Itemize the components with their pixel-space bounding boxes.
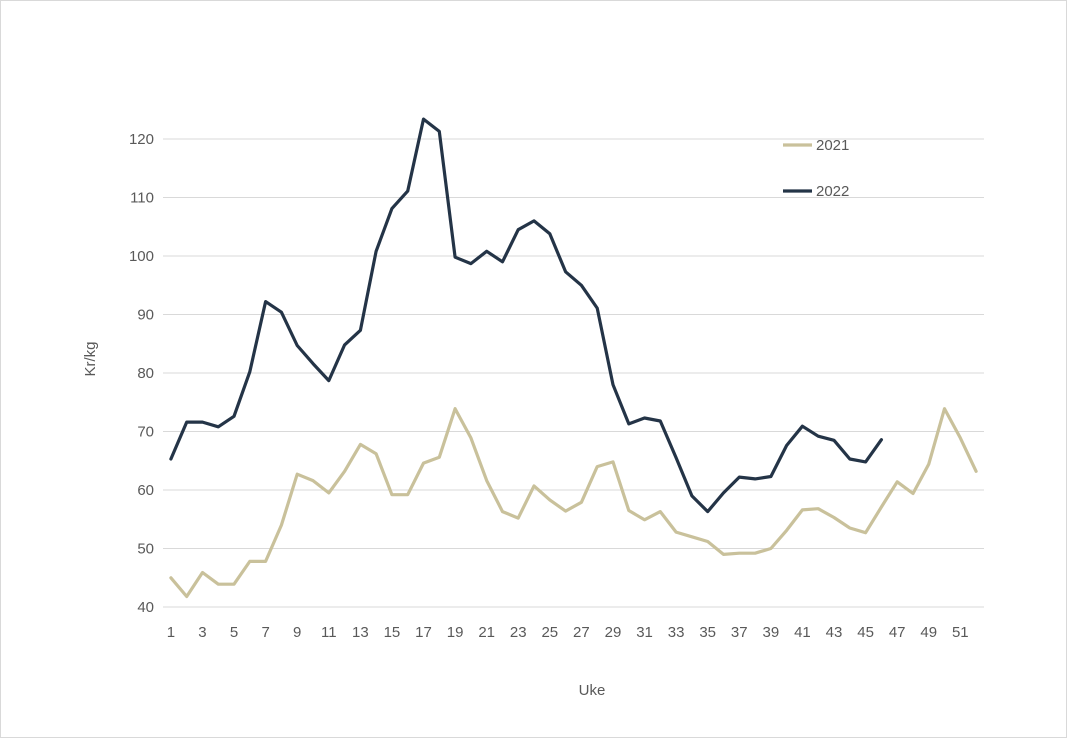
x-tick-label-39: 39 (763, 624, 780, 641)
x-tick-label-11: 11 (321, 624, 337, 641)
x-tick-labels: 1 3 5 7 9 11 13 15 17 19 21 23 25 27 29 31 33 35 37 39 41 43 4… (167, 624, 969, 641)
x-tick-label-19: 19 (447, 624, 464, 641)
x-tick-label-5: 5 (230, 624, 238, 641)
y-tick-labels: 40 50 60 70 80 90 100 110 120 (129, 131, 154, 616)
x-axis-label: Uke (579, 682, 606, 699)
x-tick-label-15: 15 (384, 624, 401, 641)
x-tick-label-17: 17 (415, 624, 432, 641)
x-tick-label-51: 51 (952, 624, 969, 641)
y-axis-label: Kr/kg (82, 341, 99, 376)
x-tick-label-45: 45 (857, 624, 874, 641)
gridlines (163, 138, 984, 608)
x-tick-label-33: 33 (668, 624, 685, 641)
x-tick-label-47: 47 (889, 624, 906, 641)
series-line-2021 (169, 407, 978, 599)
y-tick-label-40: 40 (137, 599, 154, 616)
x-tick-label-13: 13 (352, 624, 369, 641)
legend-label-2022: 2022 (816, 183, 849, 200)
y-tick-label-110: 110 (130, 190, 154, 207)
y-tick-label-100: 100 (129, 248, 154, 265)
x-tick-label-49: 49 (920, 624, 937, 641)
y-tick-label-80: 80 (137, 365, 154, 382)
x-tick-label-25: 25 (541, 624, 558, 641)
series-lines (169, 117, 978, 599)
legend-label-2021: 2021 (816, 137, 849, 154)
x-tick-label-1: 1 (167, 624, 175, 641)
y-tick-label-60: 60 (137, 482, 154, 499)
x-tick-label-43: 43 (826, 624, 843, 641)
x-tick-label-41: 41 (794, 624, 811, 641)
y-tick-label-90: 90 (137, 307, 154, 324)
x-tick-label-7: 7 (261, 624, 269, 641)
x-tick-label-31: 31 (636, 624, 653, 641)
y-tick-label-120: 120 (129, 131, 154, 148)
x-tick-label-21: 21 (478, 624, 495, 641)
series-line-2022 (169, 117, 884, 514)
x-tick-label-27: 27 (573, 624, 590, 641)
x-tick-label-29: 29 (605, 624, 622, 641)
x-tick-label-9: 9 (293, 624, 301, 641)
y-tick-label-70: 70 (137, 424, 154, 441)
y-tick-label-50: 50 (137, 541, 154, 558)
x-tick-label-37: 37 (731, 624, 748, 641)
x-tick-label-3: 3 (198, 624, 206, 641)
x-tick-label-35: 35 (699, 624, 716, 641)
x-tick-label-23: 23 (510, 624, 527, 641)
legend: 2021 2022 (783, 137, 849, 200)
